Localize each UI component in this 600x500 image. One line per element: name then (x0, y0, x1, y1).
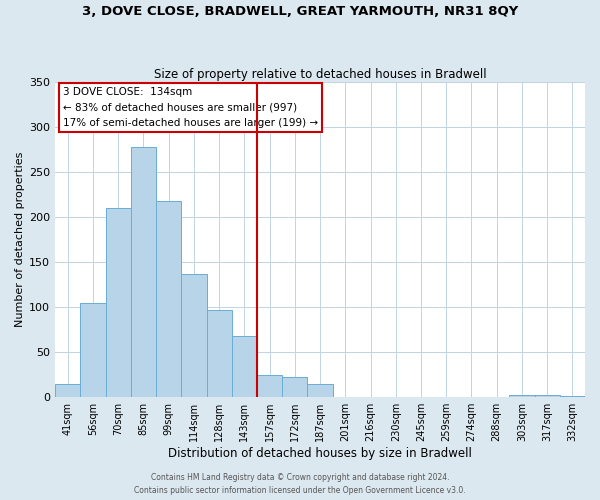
Bar (106, 208, 131, 397)
Bar (509, 394, 535, 397)
Bar (560, 396, 585, 397)
Bar (257, 374, 282, 397)
Bar (282, 376, 307, 397)
Bar (55, 384, 80, 397)
Bar (156, 201, 181, 397)
Bar (80, 302, 106, 397)
Bar (181, 274, 206, 397)
Text: 3, DOVE CLOSE, BRADWELL, GREAT YARMOUTH, NR31 8QY: 3, DOVE CLOSE, BRADWELL, GREAT YARMOUTH,… (82, 5, 518, 18)
Bar (307, 384, 332, 397)
Text: 3 DOVE CLOSE:  134sqm
← 83% of detached houses are smaller (997)
17% of semi-det: 3 DOVE CLOSE: 134sqm ← 83% of detached h… (63, 87, 318, 128)
Title: Size of property relative to detached houses in Bradwell: Size of property relative to detached ho… (154, 68, 487, 81)
Bar (206, 310, 232, 397)
Y-axis label: Number of detached properties: Number of detached properties (15, 152, 25, 328)
Bar (131, 147, 156, 397)
Bar (535, 396, 560, 397)
X-axis label: Distribution of detached houses by size in Bradwell: Distribution of detached houses by size … (168, 447, 472, 460)
Bar (232, 336, 257, 397)
Text: Contains HM Land Registry data © Crown copyright and database right 2024.
Contai: Contains HM Land Registry data © Crown c… (134, 474, 466, 495)
